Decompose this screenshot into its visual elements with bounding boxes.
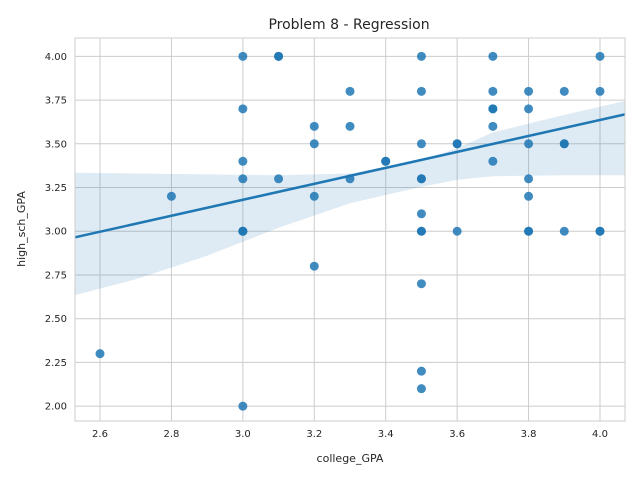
- y-tick-label: 3.25: [45, 183, 67, 194]
- data-point: [238, 104, 248, 114]
- plot-frame: [74, 37, 626, 422]
- x-tick-label: 2.6: [92, 429, 108, 440]
- data-point: [238, 174, 248, 184]
- data-point: [559, 139, 569, 149]
- x-tick-label: 3.2: [306, 429, 322, 440]
- data-point: [345, 86, 355, 96]
- y-tick-label: 2.50: [45, 314, 67, 325]
- confidence-band: [75, 101, 625, 296]
- data-point: [166, 191, 176, 201]
- regression-line-group: [74, 113, 626, 239]
- data-point: [416, 209, 426, 219]
- y-tick-label: 3.50: [45, 139, 67, 150]
- data-point: [595, 86, 605, 96]
- data-point: [416, 139, 426, 149]
- y-tick-label: 2.00: [45, 402, 67, 413]
- x-tick-label: 3.0: [235, 429, 251, 440]
- data-point: [559, 226, 569, 236]
- y-tick-label: 2.75: [45, 270, 67, 281]
- data-point: [416, 366, 426, 376]
- data-point: [416, 174, 426, 184]
- y-tick-label: 3.00: [45, 227, 67, 238]
- y-axis-label: high_sch_GPA: [15, 191, 28, 267]
- data-point: [238, 401, 248, 411]
- data-point: [488, 104, 498, 114]
- x-tick-label: 4.0: [592, 429, 608, 440]
- data-point: [274, 174, 284, 184]
- data-point: [416, 86, 426, 96]
- x-tick-label: 2.8: [163, 429, 179, 440]
- regression-line: [74, 113, 626, 239]
- y-tick-label: 2.25: [45, 358, 67, 369]
- data-point: [416, 226, 426, 236]
- data-point: [488, 156, 498, 166]
- data-point: [524, 104, 534, 114]
- data-point: [452, 226, 462, 236]
- data-point: [595, 226, 605, 236]
- confidence-band-area: [75, 101, 625, 296]
- x-tick-label: 3.4: [378, 429, 394, 440]
- data-point: [274, 51, 284, 61]
- data-points: [95, 51, 605, 411]
- data-point: [309, 139, 319, 149]
- x-tick-label: 3.8: [521, 429, 537, 440]
- y-tick-label: 4.00: [45, 52, 67, 63]
- data-point: [524, 86, 534, 96]
- data-point: [595, 51, 605, 61]
- data-point: [452, 139, 462, 149]
- x-tick-labels: 2.6 2.8 3.0 3.2 3.4 3.6 3.8 4.0: [92, 429, 608, 440]
- data-point: [524, 191, 534, 201]
- y-tick-labels: 2.00 2.25 2.50 2.75 3.00 3.25 3.50 3.75 4.00: [45, 52, 67, 413]
- data-point: [309, 121, 319, 131]
- y-tick-label: 3.75: [45, 96, 67, 107]
- x-axis-label: college_GPA: [317, 452, 384, 465]
- data-point: [488, 86, 498, 96]
- data-point: [95, 349, 105, 359]
- data-point: [416, 279, 426, 289]
- data-point: [345, 121, 355, 131]
- data-point: [309, 191, 319, 201]
- x-tick-label: 3.6: [449, 429, 465, 440]
- data-point: [416, 51, 426, 61]
- data-point: [488, 121, 498, 131]
- data-point: [416, 384, 426, 394]
- chart-title: Problem 8 - Regression: [268, 17, 429, 33]
- data-point: [238, 51, 248, 61]
- data-point: [381, 156, 391, 166]
- data-point: [524, 226, 534, 236]
- data-point: [309, 261, 319, 271]
- data-point: [524, 139, 534, 149]
- data-point: [238, 156, 248, 166]
- data-point: [524, 174, 534, 184]
- data-point: [488, 51, 498, 61]
- data-point: [238, 226, 248, 236]
- data-point: [559, 86, 569, 96]
